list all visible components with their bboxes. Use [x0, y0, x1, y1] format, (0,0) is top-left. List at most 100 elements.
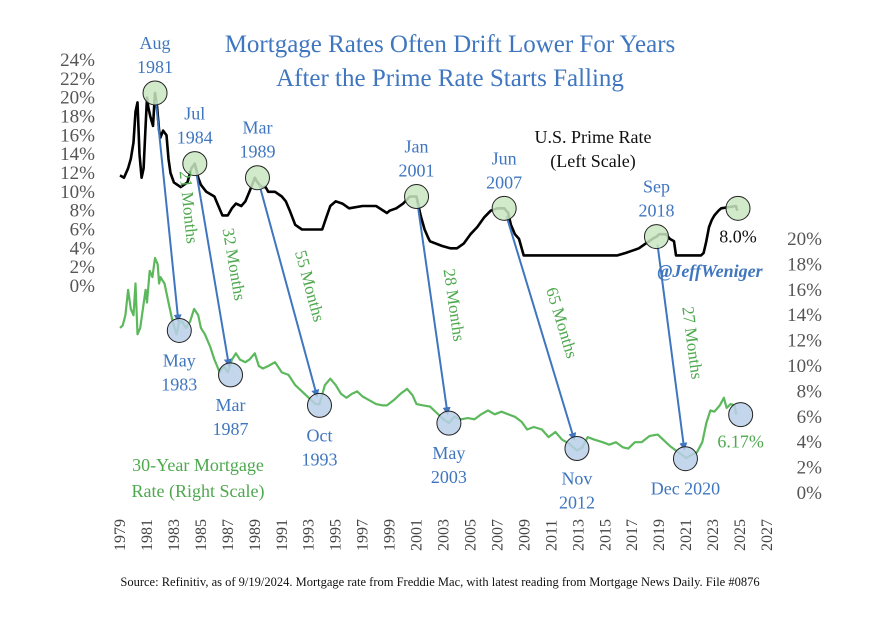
- source-note: Source: Refinitiv, as of 9/19/2024. Mort…: [120, 575, 759, 589]
- prime-peak-label: Sep: [643, 177, 670, 197]
- x-tick-label: 1991: [274, 519, 291, 551]
- lag-months-label: 65 Months: [542, 285, 581, 361]
- right-tick-label: 18%: [787, 254, 822, 275]
- arrow-layer: [154, 100, 688, 451]
- mortgage-trough-label: May: [163, 350, 196, 370]
- mortgage-trough-label: Nov: [561, 469, 592, 489]
- x-tick-label: 2001: [409, 519, 426, 551]
- mortgage-trough-label: 2003: [431, 467, 467, 487]
- mortgage-trough-label: Mar: [216, 395, 246, 415]
- mortgage-trough-marker: [306, 392, 332, 418]
- prime-peak-label: 2001: [399, 161, 435, 181]
- right-tick-label: 10%: [787, 356, 822, 377]
- x-tick-label: 1993: [301, 519, 318, 551]
- right-tick-label: 16%: [787, 280, 822, 301]
- left-tick-label: 4%: [70, 238, 96, 259]
- lag-months-label: 32 Months: [219, 227, 250, 302]
- x-tick-label: 2015: [597, 519, 614, 551]
- right-tick-label: 20%: [787, 229, 822, 250]
- prime-peak-marker: [142, 80, 168, 106]
- mortgage-trough-label: 1987: [213, 419, 249, 439]
- x-tick-label: 2019: [651, 519, 668, 551]
- x-tick-label: 1979: [112, 519, 129, 551]
- x-tick-label: 2007: [489, 519, 506, 551]
- latest-mortgage-marker: [728, 402, 754, 428]
- lag-arrow: [154, 100, 182, 323]
- right-tick-label: 6%: [797, 407, 823, 428]
- x-tick-label: 1989: [247, 519, 264, 551]
- prime-peak-label: 1981: [137, 57, 173, 77]
- right-axis: 0% 2% 4% 6% 8% 10% 12% 14% 16% 18% 20%: [787, 229, 822, 504]
- prime-peak-label: Jun: [492, 148, 517, 168]
- prime-peak-label: 1984: [177, 128, 213, 148]
- x-tick-label: 1987: [220, 519, 237, 551]
- left-tick-label: 14%: [60, 144, 95, 165]
- mortgage-trough-marker: [436, 410, 462, 436]
- left-tick-label: 16%: [60, 125, 95, 146]
- prime-peak-marker: [491, 195, 517, 221]
- lag-arrow: [195, 171, 232, 368]
- x-tick-label: 2027: [759, 519, 776, 551]
- x-tick-label: 1983: [166, 519, 183, 551]
- x-tick-label: 2009: [516, 519, 533, 551]
- mortgage-trough-marker: [218, 362, 244, 388]
- mortgage-trough-label: 1983: [161, 374, 197, 394]
- mortgage-trough-label: Dec 2020: [651, 479, 720, 499]
- x-tick-label: 1985: [193, 519, 210, 551]
- left-tick-label: 0%: [70, 276, 96, 297]
- x-tick-label: 2023: [705, 519, 722, 551]
- prime-peak-label: 1989: [239, 142, 275, 162]
- left-tick-label: 8%: [70, 201, 96, 222]
- latest-mortgage-value: 6.17%: [717, 432, 764, 452]
- right-tick-label: 2%: [797, 458, 823, 479]
- x-tick-label: 2013: [570, 519, 587, 551]
- lag-months-label: 27 Months: [678, 305, 706, 380]
- x-tick-label: 2011: [543, 520, 560, 551]
- x-tick-label: 2005: [462, 519, 479, 551]
- left-tick-label: 10%: [60, 182, 95, 203]
- left-tick-label: 12%: [60, 163, 95, 184]
- lag-arrow: [258, 185, 320, 398]
- lag-arrow: [505, 215, 577, 441]
- right-tick-label: 4%: [797, 432, 823, 453]
- chart-title-line-2: After the Prime Rate Starts Falling: [276, 65, 624, 92]
- left-tick-label: 22%: [60, 69, 95, 90]
- prime-peak-label: Jan: [405, 137, 429, 157]
- x-tick-label: 1997: [355, 519, 372, 551]
- prime-peak-marker: [182, 151, 208, 177]
- prime-peak-marker: [643, 224, 669, 250]
- mortgage-trough-marker: [564, 436, 590, 462]
- x-tick-label: 2021: [678, 519, 695, 551]
- author-handle: @JeffWeniger: [657, 261, 763, 281]
- prime-peak-label: 2018: [638, 201, 674, 221]
- latest-prime-value: 8.0%: [719, 226, 757, 246]
- lag-arrow: [416, 204, 451, 416]
- left-tick-label: 20%: [60, 88, 95, 109]
- lag-arrow: [656, 244, 688, 451]
- mortgage-trough-label: Oct: [306, 425, 332, 445]
- left-tick-label: 6%: [70, 220, 96, 241]
- x-axis: 1979 1981 1983 1985 1987 1989 1991 1993 1995 1997…: [112, 519, 776, 551]
- prime-peak-label: 2007: [486, 172, 522, 192]
- x-tick-label: 2017: [624, 519, 641, 551]
- x-tick-label: 1995: [328, 519, 345, 551]
- prime-peak-label: Jul: [184, 104, 205, 124]
- left-tick-label: 18%: [60, 107, 95, 128]
- x-tick-label: 2003: [436, 519, 453, 551]
- left-tick-label: 2%: [70, 257, 96, 278]
- prime-series-label-line-2: (Left Scale): [550, 151, 635, 172]
- right-tick-label: 12%: [787, 331, 822, 352]
- left-axis: 0%2%4%6%8%10%12%14%16%18%20%22%24%: [60, 50, 95, 297]
- right-tick-label: 14%: [787, 305, 822, 326]
- marker-layer: [142, 80, 754, 472]
- prime-peak-label: Aug: [140, 33, 171, 53]
- lag-months-label: 55 Months: [291, 248, 329, 324]
- latest-prime-marker: [725, 195, 751, 221]
- right-tick-label: 0%: [797, 483, 823, 504]
- right-tick-label: 8%: [797, 381, 823, 402]
- prime-series-label-line-1: U.S. Prime Rate: [535, 127, 652, 147]
- mortgage-series-label-line-2: Rate (Right Scale): [132, 481, 265, 502]
- mortgage-trough-marker: [672, 446, 698, 472]
